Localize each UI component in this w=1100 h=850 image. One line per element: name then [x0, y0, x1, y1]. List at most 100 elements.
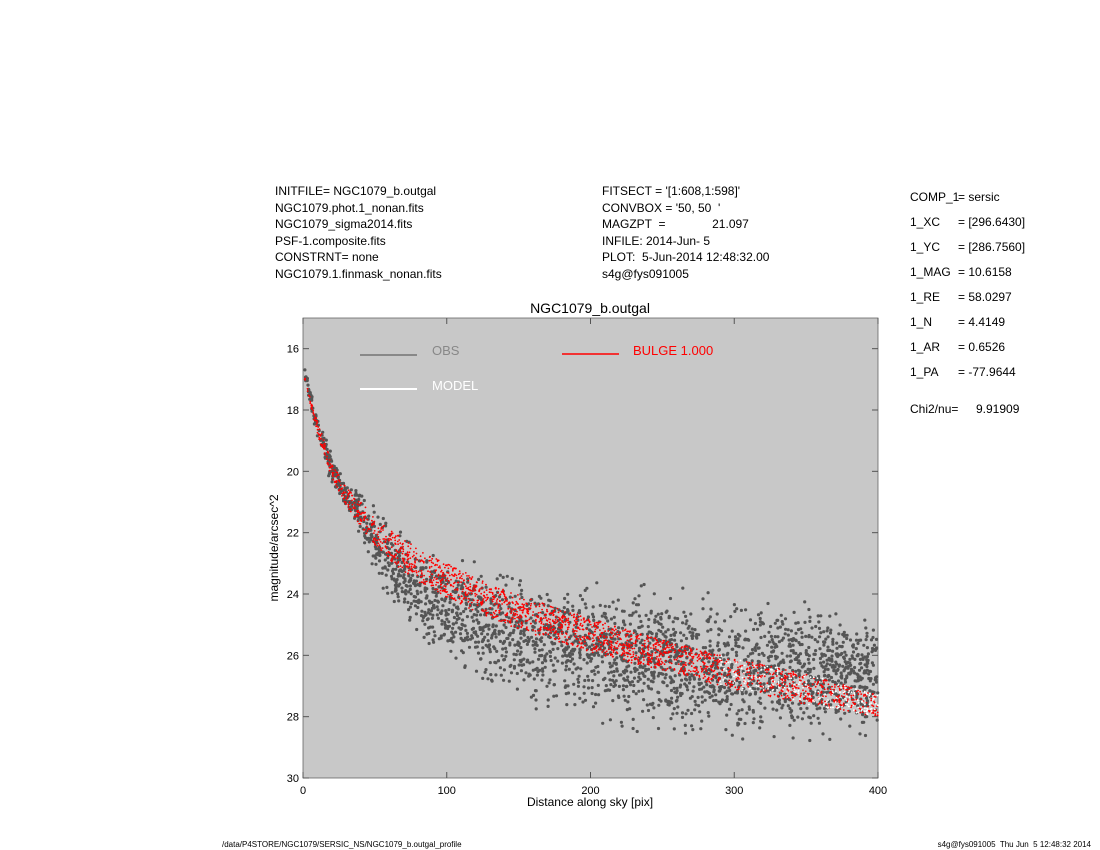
- model-point: [440, 586, 443, 589]
- model-point: [722, 679, 725, 681]
- model-point: [410, 567, 413, 570]
- model-point: [651, 653, 654, 655]
- model-point: [710, 665, 713, 668]
- obs-point: [608, 661, 612, 666]
- model-point: [514, 617, 516, 620]
- model-point: [876, 711, 879, 714]
- model-point: [639, 661, 642, 663]
- model-point: [313, 414, 316, 416]
- model-point: [313, 418, 315, 421]
- obs-point: [585, 661, 589, 665]
- obs-point: [753, 646, 757, 650]
- model-point: [331, 473, 334, 476]
- obs-point: [702, 664, 706, 669]
- model-point: [481, 580, 484, 583]
- obs-point: [757, 700, 761, 704]
- model-point: [650, 636, 652, 639]
- obs-point: [787, 644, 791, 648]
- obs-point: [697, 677, 702, 681]
- model-point: [417, 570, 420, 573]
- obs-point: [828, 663, 832, 667]
- model-point: [794, 692, 797, 695]
- model-point: [829, 706, 832, 709]
- obs-point: [700, 719, 704, 723]
- model-point: [590, 649, 593, 651]
- obs-point: [647, 617, 651, 622]
- model-point: [616, 631, 619, 633]
- obs-point: [513, 594, 517, 598]
- model-point: [659, 640, 662, 643]
- obs-point: [654, 614, 658, 618]
- model-point: [552, 606, 554, 609]
- obs-point: [378, 522, 382, 527]
- obs-point: [744, 672, 748, 677]
- fitsect-line: FITSECT = '[1:608,1:598]': [602, 184, 741, 198]
- obs-point: [409, 602, 413, 606]
- obs-point: [507, 605, 511, 609]
- obs-point: [865, 668, 869, 672]
- obs-point: [621, 684, 626, 688]
- model-point: [344, 491, 347, 494]
- obs-point: [860, 676, 864, 680]
- obs-point: [413, 595, 418, 599]
- model-point: [654, 666, 657, 669]
- model-point: [638, 637, 640, 640]
- model-point: [725, 669, 728, 672]
- model-point: [632, 632, 635, 634]
- obs-point: [671, 627, 676, 631]
- model-point: [335, 484, 337, 486]
- obs-point: [349, 488, 353, 492]
- model-point: [474, 589, 477, 592]
- obs-point: [765, 643, 770, 647]
- obs-point: [874, 637, 879, 642]
- model-point: [850, 696, 853, 699]
- model-point: [382, 538, 385, 540]
- param-value: = -77.9644: [958, 365, 1016, 379]
- model-point: [317, 426, 320, 428]
- obs-point: [774, 671, 778, 676]
- model-point: [506, 612, 509, 614]
- obs-point: [561, 654, 565, 658]
- model-point: [820, 700, 823, 702]
- model-point: [724, 676, 726, 679]
- model-point: [400, 546, 402, 549]
- model-point: [699, 650, 702, 653]
- model-point: [646, 651, 649, 654]
- model-point: [573, 624, 575, 627]
- model-point: [741, 676, 744, 679]
- obs-point: [393, 578, 397, 582]
- obs-point: [627, 694, 631, 699]
- model-point: [677, 663, 680, 665]
- model-point: [401, 552, 404, 555]
- model-point: [451, 597, 454, 599]
- obs-point: [387, 563, 391, 568]
- model-point: [573, 635, 576, 638]
- obs-point: [709, 628, 713, 632]
- model-point: [564, 611, 566, 613]
- obs-point: [578, 651, 582, 655]
- obs-point: [357, 494, 361, 498]
- model-point: [804, 696, 807, 699]
- model-point: [412, 566, 415, 569]
- obs-point: [597, 653, 601, 657]
- obs-point: [547, 624, 551, 628]
- obs-point: [354, 504, 358, 508]
- obs-point: [444, 596, 448, 601]
- model-point: [470, 578, 473, 581]
- obs-point: [551, 647, 555, 652]
- model-point: [469, 585, 472, 588]
- obs-point: [454, 590, 458, 594]
- model-point: [781, 671, 784, 673]
- obs-point: [858, 732, 862, 736]
- model-point: [821, 677, 824, 680]
- obs-point: [423, 622, 427, 626]
- model-point: [733, 659, 736, 662]
- obs-point: [460, 559, 465, 563]
- model-point: [516, 610, 518, 613]
- model-point: [839, 689, 841, 691]
- model-point: [371, 522, 374, 525]
- model-point: [535, 615, 538, 617]
- obs-point: [431, 590, 435, 594]
- obs-point: [590, 643, 594, 647]
- obs-point: [638, 625, 642, 629]
